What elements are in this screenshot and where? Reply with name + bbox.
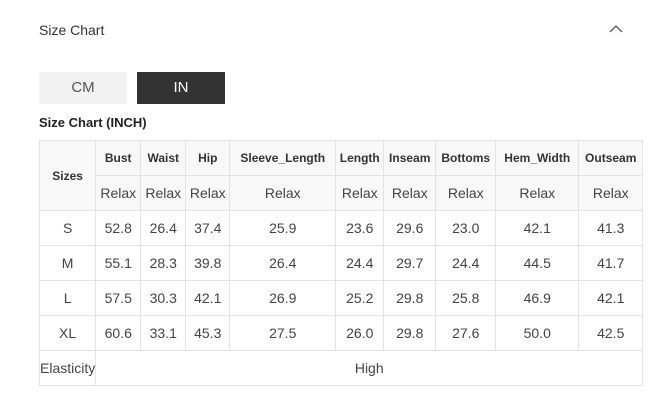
sizes-header: Sizes xyxy=(38,140,97,211)
measurement-cell: 55.1 xyxy=(95,245,142,281)
measurement-cell: 27.5 xyxy=(229,315,337,351)
measurement-cell: 23.0 xyxy=(435,210,497,246)
measurement-cell: 57.5 xyxy=(95,280,142,316)
table-row: L 57.5 30.3 42.1 26.9 25.2 29.8 25.8 46.9 42.1 xyxy=(38,280,644,316)
measurement-cell: 33.1 xyxy=(140,315,187,351)
measurement-cell: 29.8 xyxy=(383,315,437,351)
measurement-cell: 52.8 xyxy=(95,210,142,246)
fit-cell: Relax xyxy=(495,175,580,211)
size-cell: S xyxy=(38,210,97,246)
measurement-cell: 26.4 xyxy=(229,245,337,281)
measurement-cell: 39.8 xyxy=(185,245,231,281)
measurement-cell: 45.3 xyxy=(185,315,231,351)
measurement-cell: 41.3 xyxy=(578,210,644,246)
column-header: Hem_Width xyxy=(495,140,580,176)
measurement-cell: 50.0 xyxy=(495,315,580,351)
measurement-cell: 24.4 xyxy=(335,245,385,281)
column-header: Bottoms xyxy=(435,140,497,176)
chevron-up-icon[interactable] xyxy=(609,24,623,34)
column-header: Waist xyxy=(140,140,187,176)
measurement-cell: 26.0 xyxy=(335,315,385,351)
table-row: S 52.8 26.4 37.4 25.9 23.6 29.6 23.0 42.1 41.3 xyxy=(38,210,644,246)
fit-cell: Relax xyxy=(185,175,231,211)
column-header: Inseam xyxy=(383,140,437,176)
table-caption: Size Chart (INCH) xyxy=(39,115,147,130)
measurement-cell: 24.4 xyxy=(435,245,497,281)
size-cell: XL xyxy=(38,315,97,351)
fit-cell: Relax xyxy=(383,175,437,211)
measurement-cell: 25.2 xyxy=(335,280,385,316)
measurement-cell: 28.3 xyxy=(140,245,187,281)
fit-cell: Relax xyxy=(335,175,385,211)
measurement-cell: 42.1 xyxy=(495,210,580,246)
column-header: Outseam xyxy=(578,140,644,176)
elasticity-value: High xyxy=(95,350,644,386)
measurement-cell: 46.9 xyxy=(495,280,580,316)
table-row: M 55.1 28.3 39.8 26.4 24.4 29.7 24.4 44.5 41.7 xyxy=(38,245,644,281)
unit-tab-in[interactable]: IN xyxy=(137,72,225,104)
measurement-cell: 27.6 xyxy=(435,315,497,351)
fit-cell: Relax xyxy=(229,175,337,211)
fit-cell: Relax xyxy=(578,175,644,211)
measurement-cell: 42.5 xyxy=(578,315,644,351)
measurement-cell: 23.6 xyxy=(335,210,385,246)
measurement-cell: 25.8 xyxy=(435,280,497,316)
size-cell: M xyxy=(38,245,97,281)
measurement-cell: 30.3 xyxy=(140,280,187,316)
size-chart-table: Sizes Bust Waist Hip Sleeve_Length Length Inse… xyxy=(38,140,644,386)
column-header: Bust xyxy=(95,140,142,176)
column-header: Length xyxy=(335,140,385,176)
table-row: XL 60.6 33.1 45.3 27.5 26.0 29.8 27.6 50.0 42.5 xyxy=(38,315,644,351)
section-title: Size Chart xyxy=(39,22,105,38)
measurement-cell: 37.4 xyxy=(185,210,231,246)
elasticity-label: Elasticity xyxy=(38,350,97,386)
measurement-cell: 26.9 xyxy=(229,280,337,316)
fit-cell: Relax xyxy=(435,175,497,211)
fit-cell: Relax xyxy=(95,175,142,211)
measurement-cell: 29.6 xyxy=(383,210,437,246)
measurement-cell: 29.7 xyxy=(383,245,437,281)
measurement-cell: 25.9 xyxy=(229,210,337,246)
unit-toggle: CM IN xyxy=(39,72,225,104)
unit-tab-cm[interactable]: CM xyxy=(39,72,127,104)
measurement-cell: 44.5 xyxy=(495,245,580,281)
column-header: Sleeve_Length xyxy=(229,140,337,176)
measurement-cell: 60.6 xyxy=(95,315,142,351)
measurement-cell: 29.8 xyxy=(383,280,437,316)
measurement-cell: 42.1 xyxy=(578,280,644,316)
size-cell: L xyxy=(38,280,97,316)
measurement-cell: 26.4 xyxy=(140,210,187,246)
measurement-cell: 42.1 xyxy=(185,280,231,316)
column-header: Hip xyxy=(185,140,231,176)
measurement-cell: 41.7 xyxy=(578,245,644,281)
fit-cell: Relax xyxy=(140,175,187,211)
